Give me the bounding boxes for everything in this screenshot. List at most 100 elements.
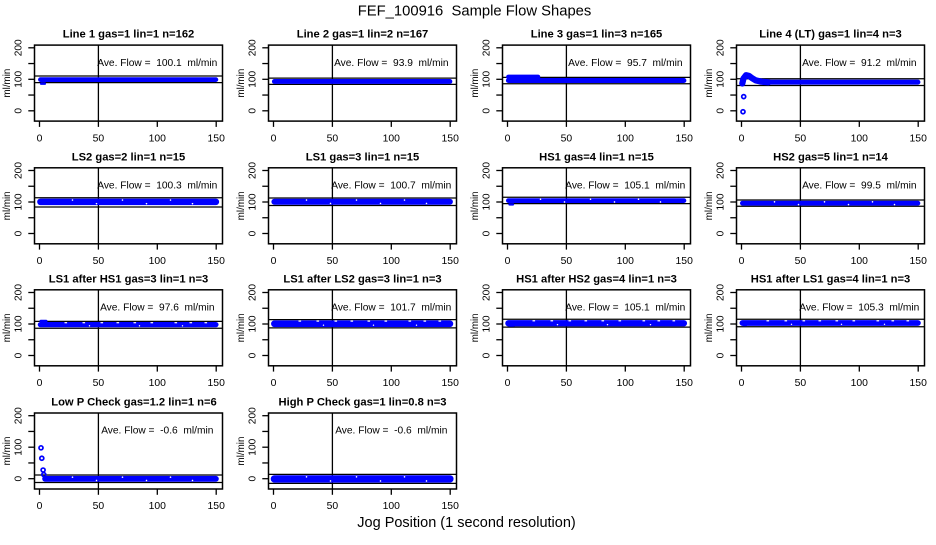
svg-text:HS1 after LS1 gas=4 lin=1 n=3: HS1 after LS1 gas=4 lin=1 n=3 <box>751 273 911 285</box>
svg-text:50: 50 <box>93 256 105 267</box>
svg-text:HS1 gas=4 lin=1 n=15: HS1 gas=4 lin=1 n=15 <box>539 151 654 163</box>
svg-text:Ave. Flow = 105.1 ml/min: Ave. Flow = 105.1 ml/min <box>565 181 685 192</box>
svg-text:200: 200 <box>13 407 24 424</box>
svg-text:0: 0 <box>13 352 24 358</box>
svg-text:200: 200 <box>481 162 492 179</box>
svg-text:Ave. Flow = 105.3 ml/min: Ave. Flow = 105.3 ml/min <box>799 303 919 314</box>
svg-text:50: 50 <box>795 256 807 267</box>
svg-text:150: 150 <box>208 256 226 267</box>
svg-text:ml/min: ml/min <box>470 191 481 220</box>
svg-text:LS1 after LS2 gas=3 lin=1 n=3: LS1 after LS2 gas=3 lin=1 n=3 <box>283 273 441 285</box>
svg-text:50: 50 <box>327 378 339 389</box>
svg-text:ml/min: ml/min <box>704 191 715 220</box>
svg-text:LS1 after HS1 gas=3 lin=1 n=3: LS1 after HS1 gas=3 lin=1 n=3 <box>49 273 209 285</box>
svg-text:100: 100 <box>149 133 167 144</box>
svg-text:0: 0 <box>505 378 511 389</box>
svg-text:Line 2 gas=1 lin=2 n=167: Line 2 gas=1 lin=2 n=167 <box>297 29 429 41</box>
svg-text:Ave. Flow = 101.7 ml/min: Ave. Flow = 101.7 ml/min <box>331 303 451 314</box>
svg-text:100: 100 <box>149 378 167 389</box>
svg-text:200: 200 <box>13 162 24 179</box>
svg-text:ml/min: ml/min <box>2 191 13 220</box>
svg-text:50: 50 <box>561 133 573 144</box>
svg-text:ml/min: ml/min <box>236 313 247 342</box>
svg-text:50: 50 <box>795 133 807 144</box>
svg-text:200: 200 <box>715 284 726 301</box>
svg-text:200: 200 <box>715 39 726 56</box>
svg-text:Ave. Flow = 105.1 ml/min: Ave. Flow = 105.1 ml/min <box>565 303 685 314</box>
svg-text:100: 100 <box>13 70 24 87</box>
svg-text:100: 100 <box>617 133 635 144</box>
svg-text:0: 0 <box>271 133 277 144</box>
svg-text:150: 150 <box>910 256 928 267</box>
svg-text:ml/min: ml/min <box>236 437 247 466</box>
svg-text:Jog Position (1 second resolut: Jog Position (1 second resolution) <box>357 515 575 531</box>
svg-text:200: 200 <box>247 162 258 179</box>
svg-text:100: 100 <box>383 256 401 267</box>
svg-text:0: 0 <box>505 133 511 144</box>
svg-text:0: 0 <box>739 378 745 389</box>
svg-text:Ave. Flow = 100.3 ml/min: Ave. Flow = 100.3 ml/min <box>97 181 217 192</box>
svg-text:150: 150 <box>676 378 694 389</box>
svg-text:100: 100 <box>715 70 726 87</box>
svg-text:200: 200 <box>247 284 258 301</box>
svg-text:0: 0 <box>739 256 745 267</box>
svg-text:0: 0 <box>505 256 511 267</box>
svg-text:Ave. Flow = 100.7 ml/min: Ave. Flow = 100.7 ml/min <box>331 181 451 192</box>
svg-text:150: 150 <box>208 501 226 512</box>
svg-text:100: 100 <box>481 70 492 87</box>
svg-text:0: 0 <box>481 108 492 114</box>
svg-text:150: 150 <box>676 133 694 144</box>
svg-text:0: 0 <box>247 230 258 236</box>
svg-text:150: 150 <box>442 501 460 512</box>
svg-text:150: 150 <box>676 256 694 267</box>
svg-text:100: 100 <box>851 378 869 389</box>
svg-text:100: 100 <box>481 315 492 332</box>
svg-text:Line 3 gas=1 lin=3 n=165: Line 3 gas=1 lin=3 n=165 <box>531 29 663 41</box>
svg-text:200: 200 <box>13 284 24 301</box>
svg-text:100: 100 <box>149 256 167 267</box>
svg-text:Ave. Flow = -0.6 ml/min: Ave. Flow = -0.6 ml/min <box>335 426 447 437</box>
svg-text:100: 100 <box>383 501 401 512</box>
svg-text:100: 100 <box>247 193 258 210</box>
svg-text:0: 0 <box>37 133 43 144</box>
svg-text:Line 1 gas=1 lin=1 n=162: Line 1 gas=1 lin=1 n=162 <box>63 29 195 41</box>
svg-text:ml/min: ml/min <box>704 313 715 342</box>
svg-text:200: 200 <box>481 39 492 56</box>
svg-text:100: 100 <box>851 256 869 267</box>
svg-text:100: 100 <box>13 438 24 455</box>
svg-text:ml/min: ml/min <box>470 313 481 342</box>
svg-text:0: 0 <box>271 501 277 512</box>
svg-text:100: 100 <box>617 378 635 389</box>
svg-text:50: 50 <box>93 501 105 512</box>
svg-text:HS2 gas=5 lin=1 n=14: HS2 gas=5 lin=1 n=14 <box>773 151 889 163</box>
svg-text:200: 200 <box>481 284 492 301</box>
svg-text:100: 100 <box>383 133 401 144</box>
svg-text:50: 50 <box>561 256 573 267</box>
svg-text:Ave. Flow = 100.1 ml/min: Ave. Flow = 100.1 ml/min <box>97 58 217 69</box>
svg-text:100: 100 <box>13 193 24 210</box>
svg-text:Ave. Flow = 91.2 ml/min: Ave. Flow = 91.2 ml/min <box>802 58 916 69</box>
svg-text:200: 200 <box>247 407 258 424</box>
svg-text:0: 0 <box>13 476 24 482</box>
svg-text:50: 50 <box>327 501 339 512</box>
svg-text:0: 0 <box>13 230 24 236</box>
svg-text:High P Check gas=1 lin=0.8 n=3: High P Check gas=1 lin=0.8 n=3 <box>279 397 447 409</box>
svg-text:ml/min: ml/min <box>236 69 247 98</box>
svg-text:Ave. Flow = 97.6 ml/min: Ave. Flow = 97.6 ml/min <box>100 303 214 314</box>
svg-text:Low P Check gas=1.2 lin=1 n=6: Low P Check gas=1.2 lin=1 n=6 <box>51 397 217 409</box>
svg-text:50: 50 <box>93 133 105 144</box>
svg-text:0: 0 <box>37 378 43 389</box>
svg-text:ml/min: ml/min <box>2 69 13 98</box>
svg-text:50: 50 <box>795 378 807 389</box>
svg-text:Ave. Flow = 95.7 ml/min: Ave. Flow = 95.7 ml/min <box>568 58 682 69</box>
svg-text:0: 0 <box>247 476 258 482</box>
svg-text:100: 100 <box>149 501 167 512</box>
svg-text:Ave. Flow = -0.6 ml/min: Ave. Flow = -0.6 ml/min <box>101 426 213 437</box>
svg-text:LS1 gas=3 lin=1 n=15: LS1 gas=3 lin=1 n=15 <box>306 151 420 163</box>
svg-text:LS2 gas=2 lin=1 n=15: LS2 gas=2 lin=1 n=15 <box>72 151 186 163</box>
svg-text:ml/min: ml/min <box>2 437 13 466</box>
svg-text:150: 150 <box>208 133 226 144</box>
svg-text:100: 100 <box>383 378 401 389</box>
svg-text:Ave. Flow = 99.5 ml/min: Ave. Flow = 99.5 ml/min <box>802 181 916 192</box>
svg-text:0: 0 <box>271 378 277 389</box>
